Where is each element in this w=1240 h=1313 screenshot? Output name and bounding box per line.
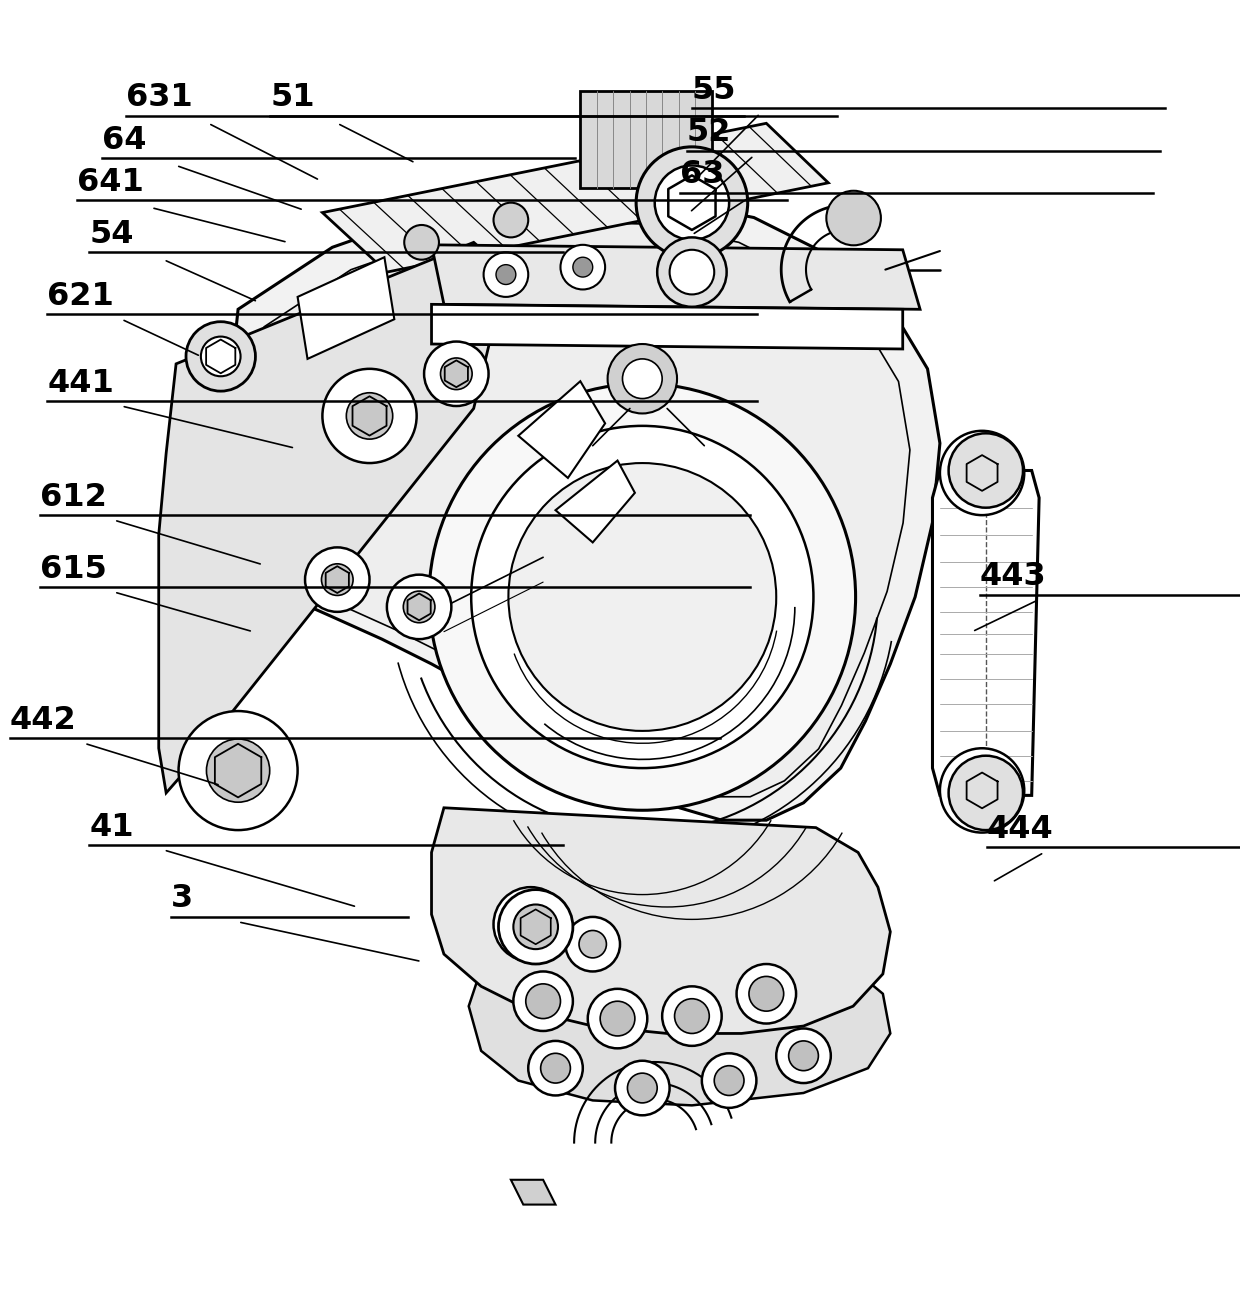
Circle shape: [513, 905, 558, 949]
Circle shape: [541, 1053, 570, 1083]
Circle shape: [321, 563, 353, 595]
Circle shape: [573, 257, 593, 277]
Polygon shape: [432, 305, 903, 349]
Circle shape: [508, 463, 776, 731]
Text: 442: 442: [10, 705, 77, 735]
Circle shape: [670, 249, 714, 294]
Text: 615: 615: [40, 554, 107, 584]
Circle shape: [662, 986, 722, 1046]
Circle shape: [403, 591, 435, 622]
Polygon shape: [932, 470, 1039, 796]
Circle shape: [322, 369, 417, 463]
Polygon shape: [580, 91, 712, 188]
Circle shape: [498, 890, 573, 964]
Circle shape: [560, 244, 605, 289]
Polygon shape: [298, 257, 394, 358]
Text: 443: 443: [980, 561, 1047, 592]
Circle shape: [655, 165, 729, 240]
Circle shape: [494, 888, 568, 961]
Circle shape: [749, 977, 784, 1011]
Polygon shape: [213, 196, 940, 821]
Circle shape: [484, 252, 528, 297]
Circle shape: [513, 972, 573, 1031]
Circle shape: [494, 202, 528, 238]
Text: 41: 41: [89, 811, 134, 843]
Polygon shape: [322, 123, 828, 272]
Polygon shape: [469, 957, 890, 1106]
Circle shape: [440, 358, 472, 390]
Circle shape: [714, 1066, 744, 1095]
Circle shape: [776, 1028, 831, 1083]
Text: 631: 631: [126, 83, 193, 113]
Polygon shape: [511, 1180, 556, 1204]
Circle shape: [579, 931, 606, 958]
Text: 441: 441: [47, 368, 114, 399]
Circle shape: [961, 452, 1003, 494]
Circle shape: [201, 336, 241, 377]
Circle shape: [702, 1053, 756, 1108]
Circle shape: [387, 575, 451, 639]
Circle shape: [528, 1041, 583, 1095]
Circle shape: [512, 906, 549, 943]
Circle shape: [949, 433, 1023, 508]
Circle shape: [429, 383, 856, 810]
Circle shape: [657, 238, 727, 307]
Circle shape: [179, 712, 298, 830]
Circle shape: [622, 358, 662, 399]
Text: 3: 3: [171, 884, 193, 914]
Circle shape: [961, 769, 1003, 811]
Text: 641: 641: [77, 167, 144, 198]
Text: 64: 64: [102, 125, 146, 155]
Circle shape: [588, 989, 647, 1048]
Text: 63: 63: [680, 159, 724, 190]
Text: 444: 444: [987, 814, 1054, 846]
Circle shape: [496, 265, 516, 285]
Circle shape: [940, 431, 1024, 515]
Circle shape: [940, 748, 1024, 832]
Polygon shape: [242, 222, 910, 797]
Polygon shape: [159, 243, 494, 793]
Circle shape: [186, 322, 255, 391]
Polygon shape: [556, 461, 635, 542]
Circle shape: [526, 983, 560, 1019]
Circle shape: [627, 1073, 657, 1103]
Text: 55: 55: [692, 75, 737, 106]
Text: 54: 54: [89, 219, 134, 249]
Circle shape: [305, 548, 370, 612]
Text: 621: 621: [47, 281, 114, 311]
Polygon shape: [518, 381, 605, 478]
Circle shape: [346, 393, 393, 439]
Circle shape: [424, 341, 489, 406]
Circle shape: [789, 1041, 818, 1070]
Circle shape: [949, 756, 1023, 830]
Polygon shape: [432, 807, 890, 1033]
Circle shape: [675, 999, 709, 1033]
Circle shape: [615, 1061, 670, 1115]
Circle shape: [737, 964, 796, 1024]
Circle shape: [600, 1002, 635, 1036]
Circle shape: [608, 344, 677, 414]
Circle shape: [826, 190, 880, 246]
Text: 52: 52: [687, 117, 732, 148]
Text: 51: 51: [270, 83, 315, 113]
Text: 612: 612: [40, 482, 107, 512]
Circle shape: [565, 916, 620, 972]
Circle shape: [206, 739, 270, 802]
Circle shape: [404, 225, 439, 260]
Polygon shape: [432, 244, 920, 310]
Circle shape: [636, 147, 748, 259]
Circle shape: [471, 425, 813, 768]
